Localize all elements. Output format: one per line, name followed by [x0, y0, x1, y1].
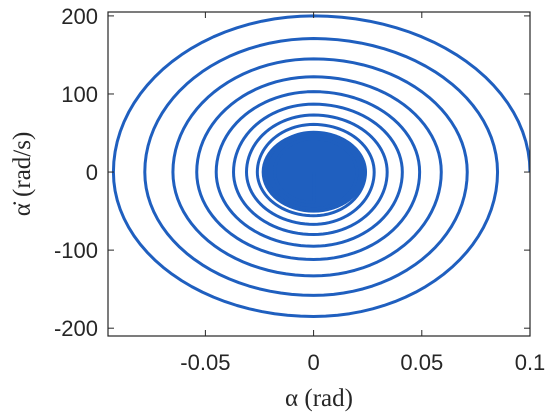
y-tick-label: -100 — [54, 238, 98, 263]
x-axis: -0.05 0 0.05 0.1 — [180, 12, 545, 375]
dense-core — [261, 131, 366, 213]
x-tick-label: 0.05 — [400, 350, 443, 375]
y-axis: -200 -100 0 100 200 — [54, 4, 530, 341]
x-axis-label: α (rad) — [285, 385, 353, 412]
x-tick-label: 0.1 — [515, 350, 546, 375]
axes-box — [107, 11, 531, 337]
x-tick-label: -0.05 — [180, 350, 230, 375]
x-tick-label: 0 — [307, 350, 319, 375]
y-tick-label: 100 — [61, 82, 98, 107]
y-tick-label: 200 — [61, 4, 98, 29]
phase-trajectory-line — [111, 14, 530, 318]
y-axis-label: α̇ (rad/s) — [9, 132, 36, 217]
plot-area — [111, 14, 530, 318]
y-tick-label: -200 — [54, 316, 98, 341]
y-tick-label: 0 — [86, 160, 98, 185]
